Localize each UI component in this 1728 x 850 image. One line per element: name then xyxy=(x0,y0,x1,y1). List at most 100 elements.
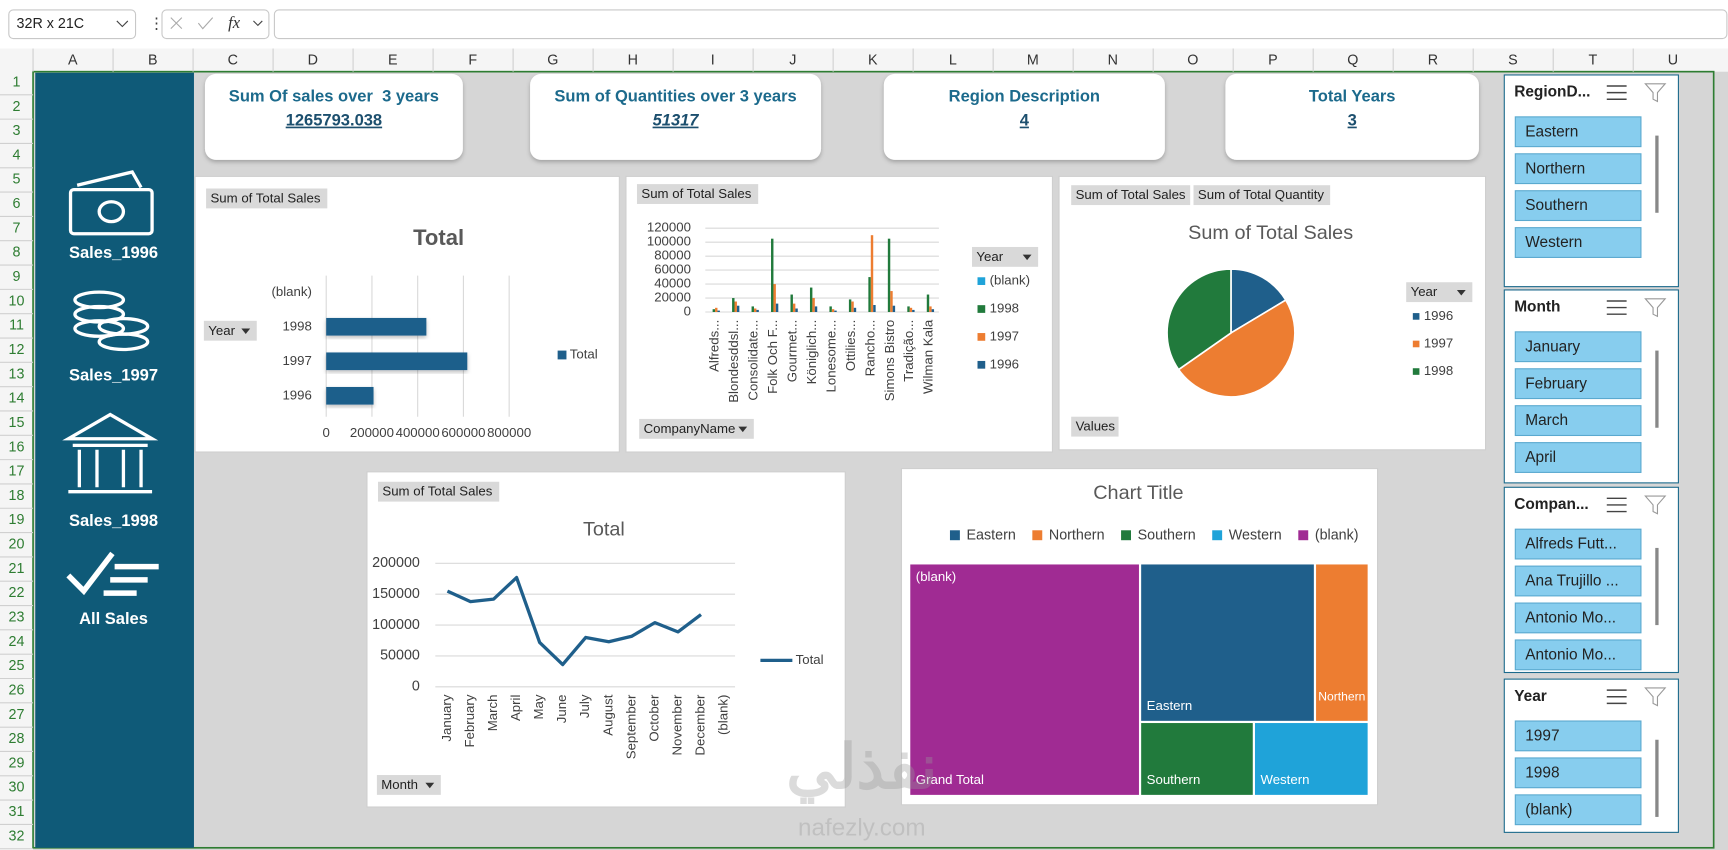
fx-icon[interactable]: fx xyxy=(228,13,241,32)
slicer-item[interactable] xyxy=(1514,528,1642,560)
field-button[interactable] xyxy=(1193,185,1331,206)
multiselect-icon[interactable] xyxy=(1606,497,1627,513)
field-button[interactable] xyxy=(1406,282,1473,303)
row-header: 5 xyxy=(13,172,21,188)
slicer-item-label: Northern xyxy=(1525,160,1585,177)
slicer-item[interactable] xyxy=(1514,565,1642,597)
coin-icon xyxy=(97,332,150,352)
column xyxy=(929,306,932,312)
row-header: 3 xyxy=(13,123,21,139)
clear-filter-icon[interactable] xyxy=(1644,298,1667,318)
name-box[interactable] xyxy=(8,9,137,40)
column xyxy=(892,305,896,312)
slicer-item[interactable] xyxy=(1514,368,1642,400)
tile-label: Grand Total xyxy=(916,772,984,787)
x-tick-label: July xyxy=(577,694,592,718)
multiselect-icon[interactable] xyxy=(1606,300,1627,315)
sidebar-icons xyxy=(62,170,159,596)
enter-icon[interactable] xyxy=(197,17,214,30)
clear-filter-icon[interactable] xyxy=(1644,83,1667,103)
slicer-item[interactable] xyxy=(1514,190,1642,222)
clear-filter-icon[interactable] xyxy=(1644,687,1667,707)
fx-arrow[interactable] xyxy=(253,20,263,27)
formula-tools xyxy=(161,9,270,40)
y-tick-label: 200000 xyxy=(372,555,420,571)
slicer-item-label: January xyxy=(1525,338,1580,355)
bar xyxy=(326,386,374,405)
column xyxy=(792,303,796,312)
column-header: G xyxy=(547,52,558,68)
y-tick-label: 0 xyxy=(412,679,420,695)
field-button[interactable] xyxy=(1071,185,1191,206)
slicer-item[interactable] xyxy=(1514,227,1642,258)
x-tick-label: 800000 xyxy=(487,425,531,440)
legend-swatch xyxy=(1212,530,1223,541)
field-button-label: CompanyName xyxy=(644,421,736,436)
coin-icon xyxy=(73,319,126,338)
column-header: I xyxy=(711,52,715,68)
sidebar-label[interactable]: Sales_1997 xyxy=(69,365,158,384)
slicer-title: Month xyxy=(1514,299,1560,316)
field-button[interactable] xyxy=(1071,416,1119,437)
slicer-item[interactable] xyxy=(1514,442,1642,473)
dropdown-arrow xyxy=(738,426,748,433)
field-button[interactable] xyxy=(636,184,759,204)
sidebar-label[interactable]: Sales_1998 xyxy=(69,511,158,530)
column-header: T xyxy=(1589,52,1598,68)
legend-label: 1997 xyxy=(990,328,1019,343)
multiselect-icon[interactable] xyxy=(1606,85,1627,100)
sidebar-label[interactable]: Sales_1996 xyxy=(69,243,158,262)
slicer-item-label: Ana Trujillo ... xyxy=(1525,573,1618,590)
legend-label: 1998 xyxy=(1424,363,1453,378)
row-header: 18 xyxy=(9,488,25,504)
dropdown-arrow xyxy=(1456,289,1466,296)
field-button[interactable] xyxy=(206,188,328,209)
slicer-item[interactable] xyxy=(1514,720,1642,752)
slicer-item[interactable] xyxy=(1514,757,1642,789)
watermark: نفذلي xyxy=(786,733,937,804)
clear-filter-icon[interactable] xyxy=(1644,495,1667,515)
column xyxy=(736,305,740,312)
field-button[interactable] xyxy=(203,320,257,341)
column xyxy=(753,308,757,312)
sidebar-label[interactable]: All Sales xyxy=(79,609,148,628)
multiselect-icon[interactable] xyxy=(1606,689,1627,705)
x-tick-label: November xyxy=(669,694,684,756)
slicer-item[interactable] xyxy=(1514,794,1642,826)
slicer-item[interactable] xyxy=(1514,405,1642,437)
row-header: 28 xyxy=(9,731,25,747)
treemap-tile xyxy=(1254,723,1368,795)
x-tick-label: Königlich... xyxy=(804,320,819,385)
slicer-item[interactable] xyxy=(1514,153,1642,185)
legend-swatch xyxy=(977,360,986,369)
name-box-arrow[interactable] xyxy=(116,20,129,28)
slicer-item-label: Alfreds Futt... xyxy=(1525,536,1617,553)
slicer-item[interactable] xyxy=(1514,602,1642,634)
tile-label: Western xyxy=(1260,772,1309,787)
x-tick-label: Rancho... xyxy=(862,320,877,377)
x-tick-label: 0 xyxy=(323,425,330,440)
column xyxy=(712,309,716,312)
x-tick-label: May xyxy=(531,694,546,719)
column-header: M xyxy=(1027,52,1039,68)
slicer-item[interactable] xyxy=(1514,116,1642,148)
slicer-item-label: 1998 xyxy=(1525,764,1559,781)
slicer-item-label: Antonio Mo... xyxy=(1525,610,1616,627)
slicer-item[interactable] xyxy=(1514,331,1642,363)
row-header: 13 xyxy=(9,366,25,382)
column-header: S xyxy=(1508,52,1518,68)
y-tick-label: 1996 xyxy=(282,387,311,402)
field-button[interactable] xyxy=(378,481,500,502)
row-header: 14 xyxy=(9,391,25,407)
row-header: 7 xyxy=(13,220,21,236)
column xyxy=(751,306,754,312)
slicer-item[interactable] xyxy=(1514,639,1642,671)
kpi-card xyxy=(883,73,1165,160)
cancel-icon[interactable] xyxy=(170,17,183,30)
field-button[interactable] xyxy=(376,775,441,795)
field-button[interactable] xyxy=(972,246,1039,267)
column-header: J xyxy=(789,52,796,68)
field-button[interactable] xyxy=(639,418,754,439)
formula-input[interactable] xyxy=(273,9,1728,40)
row-header: 6 xyxy=(13,196,21,212)
